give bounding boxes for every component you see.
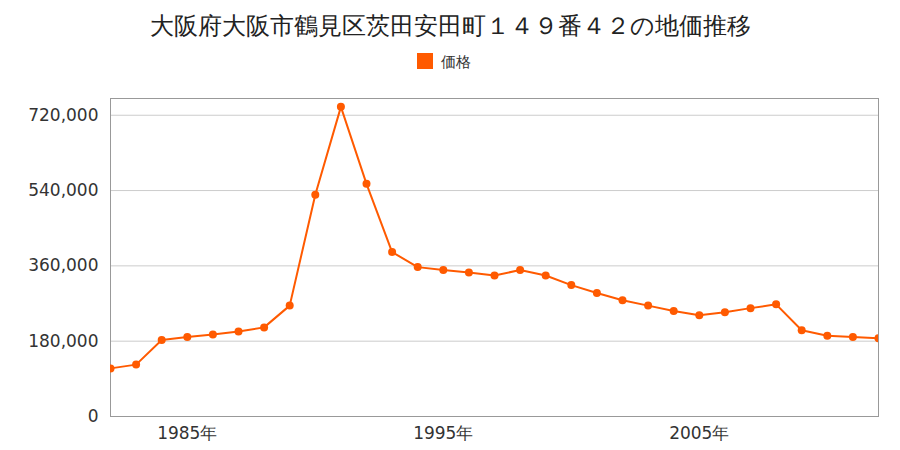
svg-text:1995年: 1995年 [413,423,473,443]
svg-text:2005年: 2005年 [669,423,729,443]
svg-text:1985年: 1985年 [157,423,217,443]
svg-text:180,000: 180,000 [28,331,98,351]
html-text:価格: 価格 [441,53,471,71]
html-text:大阪府大阪市鶴見区茨田安田町１４９番４２の地価推移: 大阪府大阪市鶴見区茨田安田町１４９番４２の地価推移 [149,12,751,40]
svg-text:720,000: 720,000 [28,105,98,125]
svg-text:360,000: 360,000 [28,255,98,275]
svg-text:0: 0 [88,406,99,426]
svg-text:540,000: 540,000 [28,180,98,200]
